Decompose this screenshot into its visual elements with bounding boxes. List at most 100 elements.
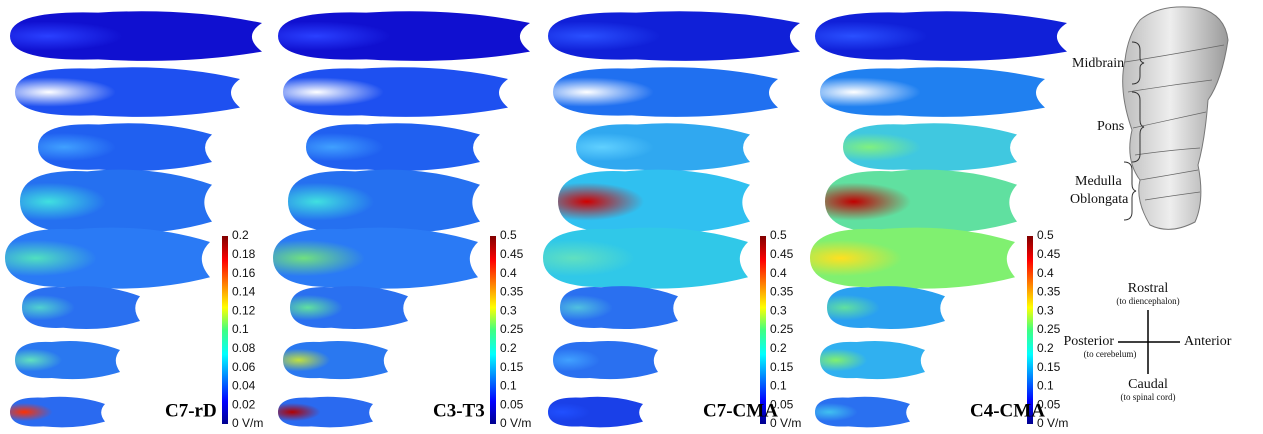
- anterior: Anterior: [1184, 334, 1232, 349]
- brainstem-slice: [10, 11, 262, 61]
- compass-cross: [1118, 310, 1180, 374]
- colorbar-tick-label: 0.2: [500, 341, 517, 355]
- colorbar-tick-label: 0.4: [500, 266, 517, 280]
- colorbar-tick-label: 0.3: [1037, 303, 1054, 317]
- brainstem-slice: [548, 11, 800, 61]
- panel: 0.5 0.45 0.4 0.35 0.3 0.25 0.2 0.15 0.1 0.05 0 V/m…: [273, 11, 531, 430]
- panel-label: C4-CMA: [970, 400, 1045, 421]
- brainstem-slice: [10, 396, 105, 428]
- colorbar-tick-label: 0.02: [232, 397, 256, 411]
- colorbar-tick-label: 0.05: [1037, 397, 1061, 411]
- brainstem-slice: [283, 341, 388, 380]
- colorbar-tick-label: 0.2: [770, 341, 787, 355]
- brainstem-slice: [820, 67, 1045, 117]
- colorbar-tick-label: 0.04: [232, 379, 256, 393]
- colorbar-tick-label: 0.5: [770, 228, 787, 242]
- colorbar: [222, 236, 228, 424]
- brainstem-slice: [20, 169, 212, 234]
- panel: 0.2 0.18 0.16 0.14 0.12 0.1 0.08 0.06 0.04 0.02 0 …: [5, 11, 263, 430]
- brainstem-slice: [843, 123, 1017, 171]
- brainstem-slice: [548, 396, 643, 428]
- brainstem-slice: [15, 341, 120, 380]
- colorbar-tick-label: 0.45: [500, 247, 524, 261]
- colorbar-tick-label: 0.2: [232, 228, 249, 242]
- braces: [1123, 41, 1145, 221]
- colorbar-tick-label: 0.4: [770, 266, 787, 280]
- brainstem-slice: [290, 286, 408, 330]
- medulla-label: Medulla: [1075, 174, 1122, 189]
- brainstem-slice: [825, 169, 1017, 234]
- colorbar-tick-label: 0 V/m: [232, 416, 263, 430]
- colorbar-tick-label: 0.45: [1037, 247, 1061, 261]
- panel: 0.5 0.45 0.4 0.35 0.3 0.25 0.2 0.15 0.1 0.05 0 V/m…: [810, 11, 1068, 430]
- brainstem-slice: [273, 227, 478, 289]
- colorbar-tick-label: 0.05: [770, 397, 794, 411]
- brainstem-slice: [15, 67, 240, 117]
- colorbar-tick-label: 0.4: [1037, 266, 1054, 280]
- brainstem-slice: [558, 169, 750, 234]
- caudal-note: (to spinal cord): [1121, 392, 1176, 402]
- colorbar-tick-label: 0.2: [1037, 341, 1054, 355]
- colorbar-tick-label: 0 V/m: [770, 416, 801, 430]
- brainstem-slice: [22, 286, 140, 330]
- brainstem-slice: [306, 123, 480, 171]
- panel-label: C7-rD: [165, 400, 217, 421]
- brainstem-slice: [543, 227, 748, 289]
- colorbar-tick-label: 0.16: [232, 266, 256, 280]
- brainstem-slice: [5, 227, 210, 289]
- colorbar-tick-label: 0.15: [770, 360, 794, 374]
- colorbar: [490, 236, 496, 424]
- colorbar-tick-label: 0 V/m: [1037, 416, 1068, 430]
- colorbar-tick-label: 0.25: [1037, 322, 1061, 336]
- brainstem-slice: [820, 341, 925, 380]
- brainstem-slice: [560, 286, 678, 330]
- brainstem-slice: [810, 227, 1015, 289]
- colorbar-tick-label: 0.1: [1037, 379, 1054, 393]
- colorbar-tick-label: 0.18: [232, 247, 256, 261]
- colorbar-tick-label: 0 V/m: [500, 416, 531, 430]
- panel-label: C7-CMA: [703, 400, 778, 421]
- panel: 0.5 0.45 0.4 0.35 0.3 0.25 0.2 0.15 0.1 0.05 0 V/m…: [543, 11, 801, 430]
- posterior-note: (to cerebelum): [1084, 349, 1137, 359]
- colorbar: [760, 236, 766, 424]
- medulla-label: Oblongata: [1070, 192, 1129, 207]
- colorbar-tick-label: 0.15: [500, 360, 524, 374]
- colorbar-tick-label: 0.25: [500, 322, 524, 336]
- brainstem-slice: [553, 67, 778, 117]
- brainstem-slice: [576, 123, 750, 171]
- brainstem-slice: [283, 67, 508, 117]
- colorbar-tick-label: 0.06: [232, 360, 256, 374]
- brainstem-slice: [827, 286, 945, 330]
- colorbar-tick-label: 0.35: [500, 285, 524, 299]
- colorbar-tick-label: 0.35: [1037, 285, 1061, 299]
- pons-label: Pons: [1097, 119, 1124, 134]
- colorbar-tick-label: 0.05: [500, 397, 524, 411]
- colorbar-tick-label: 0.14: [232, 285, 256, 299]
- brainstem-slice: [815, 396, 910, 428]
- posterior: Posterior: [1063, 334, 1114, 349]
- brainstem-model: [1122, 6, 1229, 230]
- colorbar-tick-label: 0.3: [770, 303, 787, 317]
- colorbar-tick-label: 0.12: [232, 303, 256, 317]
- colorbar-tick-label: 0.1: [232, 322, 249, 336]
- brainstem-slice: [278, 396, 373, 428]
- colorbar-tick-label: 0.08: [232, 341, 256, 355]
- brainstem-slice: [553, 341, 658, 380]
- brainstem-slice: [815, 11, 1067, 61]
- caudal: Caudal: [1128, 377, 1168, 392]
- colorbar-tick-label: 0.45: [770, 247, 794, 261]
- panel-label: C3-T3: [433, 400, 485, 421]
- midbrain-label: Midbrain: [1072, 56, 1124, 71]
- colorbar-tick-label: 0.5: [500, 228, 517, 242]
- brainstem-slice: [278, 11, 530, 61]
- colorbar-tick-label: 0.1: [770, 379, 787, 393]
- brainstem-slice: [288, 169, 480, 234]
- colorbar-tick-label: 0.25: [770, 322, 794, 336]
- colorbar-tick-label: 0.35: [770, 285, 794, 299]
- colorbar-tick-label: 0.3: [500, 303, 517, 317]
- colorbar-tick-label: 0.1: [500, 379, 517, 393]
- rostral: Rostral: [1128, 281, 1169, 296]
- colorbar: [1027, 236, 1033, 424]
- colorbar-tick-label: 0.5: [1037, 228, 1054, 242]
